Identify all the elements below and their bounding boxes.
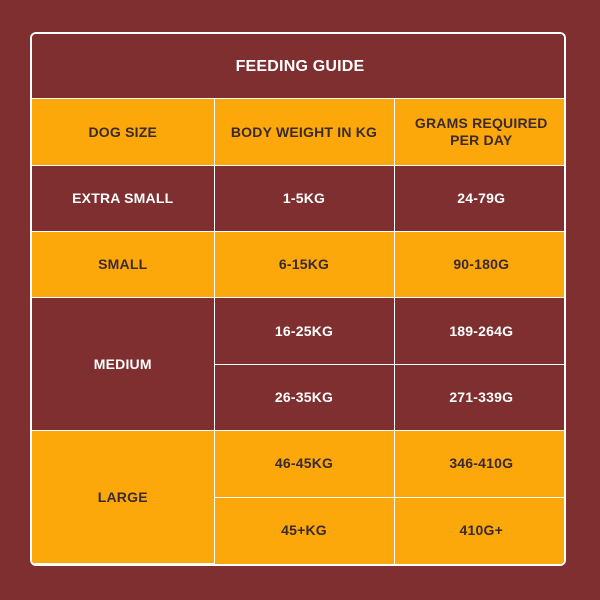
size-medium: MEDIUM [32,297,215,432]
feeding-guide-card: FEEDING GUIDE DOG SIZE BODY WEIGHT IN KG… [30,32,566,566]
weight-cell: 46-45KG [213,430,395,498]
grams-cell: 90-180G [393,231,564,299]
grams-cell: 346-410G [393,430,564,498]
header-grams-required: GRAMS REQUIRED PER DAY [393,98,564,166]
grams-cell: 271-339G [393,363,564,432]
feeding-guide-table: FEEDING GUIDE DOG SIZE BODY WEIGHT IN KG… [32,34,564,564]
size-extra-small: EXTRA SMALL [32,164,215,233]
weight-cell: 6-15KG [213,231,395,299]
table-row: LARGE 46-45KG 346-410G [32,430,564,564]
weight-cell: 45+KG [214,496,395,564]
header-dog-size: DOG SIZE [32,98,215,166]
table-row: SMALL 6-15KG 90-180G [32,231,564,299]
header-body-weight: BODY WEIGHT IN KG [213,98,395,166]
grams-cell: 24-79G [393,164,564,233]
table-row: 26-35KG 271-339G [32,363,564,432]
table-row: MEDIUM 16-25KG 189-264G [32,297,564,432]
weight-cell: 1-5KG [213,164,395,233]
grams-cell: 189-264G [393,297,564,365]
size-large: LARGE [32,430,215,564]
weight-cell: 26-35KG [214,363,395,432]
header-row: DOG SIZE BODY WEIGHT IN KG GRAMS REQUIRE… [32,98,564,166]
title-row: FEEDING GUIDE [32,34,564,100]
size-small: SMALL [32,231,215,299]
table-row: 45+KG 410G+ [32,496,564,564]
grams-cell: 410G+ [393,496,564,564]
table-title: FEEDING GUIDE [32,34,564,100]
weight-cell: 16-25KG [213,297,395,365]
table-row: EXTRA SMALL 1-5KG 24-79G [32,164,564,233]
